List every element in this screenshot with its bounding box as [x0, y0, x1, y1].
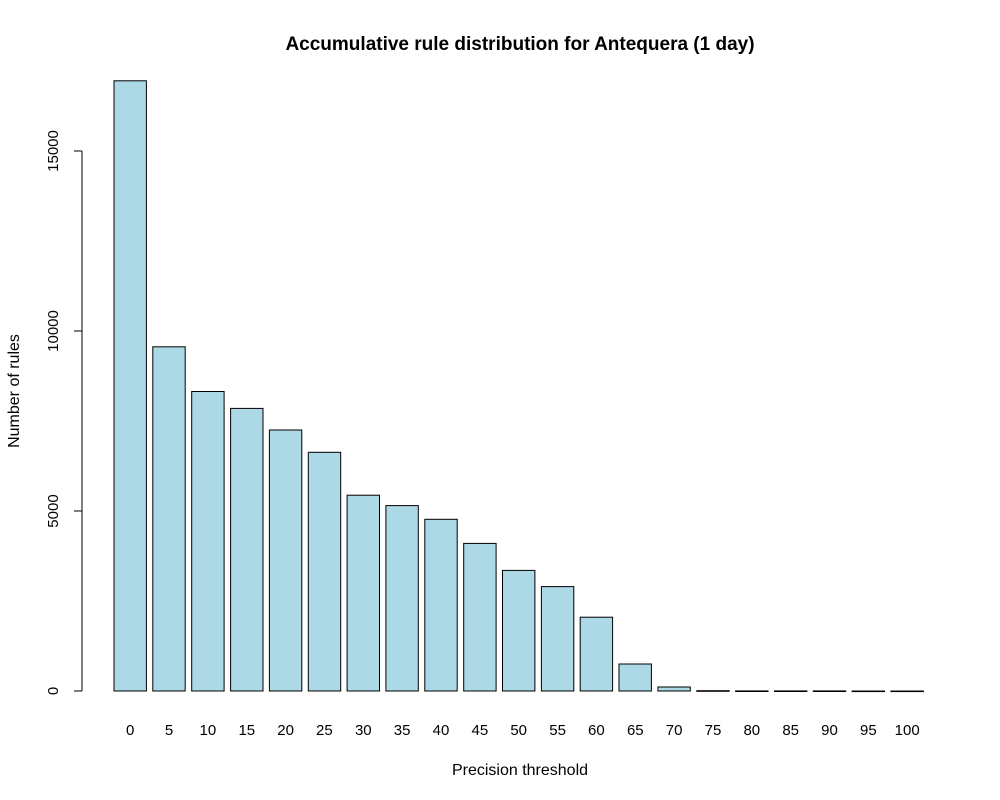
x-tick-label: 20	[277, 722, 294, 739]
bar-75	[696, 690, 730, 692]
chart-title: Accumulative rule distribution for Anteq…	[285, 34, 754, 55]
bar-50	[502, 569, 536, 692]
y-tick-label: 0	[45, 687, 62, 695]
x-tick-label: 55	[549, 722, 566, 739]
x-tick-label: 85	[782, 722, 799, 739]
x-tick-label: 100	[895, 722, 920, 739]
x-tick-label: 30	[355, 722, 372, 739]
x-tick-labels: 0 5 10 15 20 25 30 35 40 45 50 55 60 65 70 75 80 85 90 95 10…	[126, 722, 920, 739]
x-tick-label: 25	[316, 722, 333, 739]
x-tick-label: 15	[238, 722, 255, 739]
bar-45	[463, 542, 497, 692]
bar-40	[424, 518, 458, 692]
x-tick-label: 50	[510, 722, 527, 739]
bar-10	[191, 391, 225, 692]
x-tick-label: 0	[126, 722, 134, 739]
bar-15	[230, 407, 264, 692]
bar-20	[268, 429, 303, 692]
x-tick-label: 70	[666, 722, 683, 739]
bar-5	[152, 346, 186, 692]
x-tick-label: 90	[821, 722, 838, 739]
x-axis-label: Precision threshold	[452, 762, 588, 779]
x-tick-label: 95	[860, 722, 877, 739]
bar-0	[113, 80, 147, 692]
x-tick-label: 65	[627, 722, 644, 739]
x-tick-label: 40	[433, 722, 450, 739]
bar-35	[385, 505, 419, 692]
bar-60	[579, 616, 614, 692]
bar-65	[618, 663, 652, 692]
y-axis: 0 5000 10000 15000	[45, 130, 83, 695]
bar-95	[851, 690, 885, 693]
x-tick-label: 10	[200, 722, 217, 739]
x-tick-label: 80	[743, 722, 760, 739]
bar-25	[307, 451, 342, 692]
y-axis-label: Number of rules	[6, 334, 23, 448]
bar-55	[540, 586, 575, 692]
bar-30	[346, 494, 381, 692]
bar-70	[657, 686, 691, 692]
y-tick-label: 5000	[45, 494, 62, 527]
x-tick-label: 75	[705, 722, 722, 739]
x-tick-label: 5	[165, 722, 173, 739]
y-tick-label: 15000	[45, 130, 62, 172]
x-tick-label: 60	[588, 722, 605, 739]
bar-80	[735, 690, 769, 693]
bar-90	[812, 690, 847, 693]
bars-group	[113, 80, 924, 693]
y-tick-label: 10000	[45, 310, 62, 352]
x-tick-label: 45	[472, 722, 489, 739]
bar-100	[890, 690, 924, 693]
bar-85	[774, 690, 808, 693]
x-tick-label: 35	[394, 722, 411, 739]
